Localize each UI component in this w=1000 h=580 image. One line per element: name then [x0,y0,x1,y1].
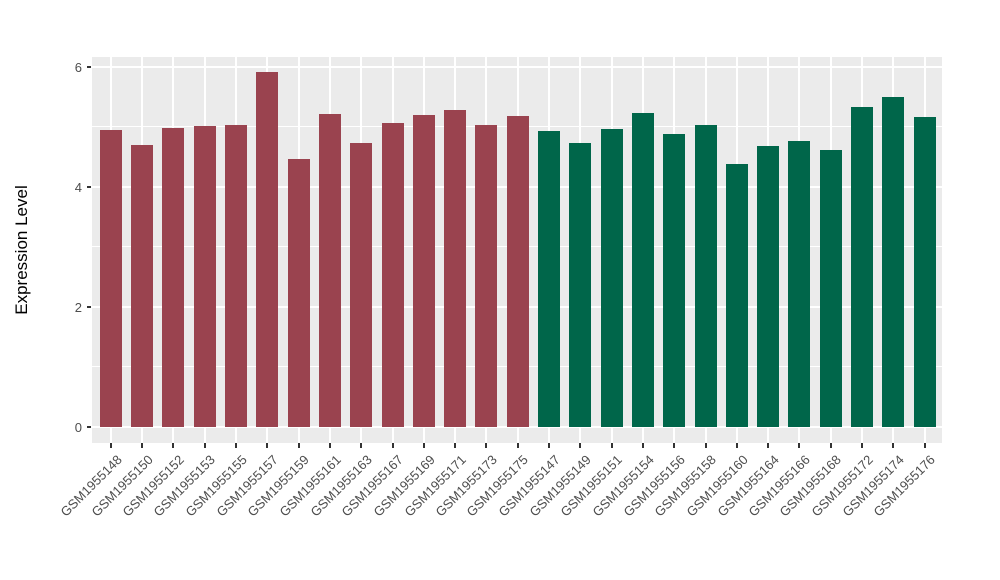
x-tick-mark [704,443,707,448]
x-tick-mark [923,443,926,448]
x-tick-mark [109,443,112,448]
y-tick-mark [87,426,91,428]
bar-GSM1955152 [162,128,185,427]
major-gridline [92,66,942,68]
x-tick-mark [485,443,488,448]
x-tick-mark [516,443,519,448]
bar-GSM1955175 [506,116,529,427]
x-tick-mark [641,443,644,448]
x-tick-mark [422,443,425,448]
bar-GSM1955155 [225,125,247,427]
bar-GSM1955173 [475,125,498,427]
x-tick-mark [328,443,331,448]
y-axis-title: Expression Level [12,185,31,315]
x-tick-mark [892,443,895,448]
x-tick-mark [266,443,269,448]
bar-GSM1955150 [131,145,154,427]
bar-GSM1955151 [600,129,623,427]
y-tick-label: 0 [74,420,82,435]
major-gridline [92,426,942,428]
x-tick-mark [297,443,300,448]
y-tick-label: 2 [74,300,82,315]
bar-GSM1955153 [193,125,216,427]
x-tick-mark [673,443,676,448]
bar-GSM1955158 [694,125,717,427]
bar-GSM1955157 [256,71,279,427]
bar-GSM1955172 [851,107,873,427]
x-tick-mark [454,443,457,448]
bar-GSM1955169 [412,115,435,427]
x-tick-mark [610,443,613,448]
x-tick-mark [203,443,206,448]
bar-GSM1955176 [913,116,936,427]
bar-GSM1955163 [350,143,373,427]
y-tick-label: 4 [74,180,82,195]
x-tick-mark [829,443,832,448]
x-tick-mark [548,443,550,448]
bar-GSM1955154 [631,112,654,427]
y-tick-mark [87,186,91,188]
bar-GSM1955149 [569,142,592,427]
x-tick-mark [767,443,770,448]
x-tick-mark [235,443,237,448]
plot-panel [92,57,942,443]
y-tick-label: 6 [74,60,82,75]
bar-GSM1955160 [725,164,748,427]
bar-GSM1955161 [318,113,341,427]
bar-GSM1955156 [663,133,686,427]
y-tick-mark [87,306,91,308]
x-tick-mark [172,443,175,448]
x-tick-mark [579,443,582,448]
bar-GSM1955148 [99,130,122,427]
bar-GSM1955168 [819,149,842,427]
bar-GSM1955167 [381,123,404,427]
bar-GSM1955164 [757,145,780,427]
x-tick-mark [798,443,801,448]
x-tick-mark [391,443,394,448]
x-tick-mark [141,443,144,448]
bar-GSM1955174 [882,97,905,427]
x-tick-mark [735,443,738,448]
bar-GSM1955166 [788,141,811,427]
bar-GSM1955159 [287,159,310,427]
bar-GSM1955171 [444,109,467,427]
y-tick-mark [87,66,91,68]
x-tick-mark [360,443,363,448]
bar-GSM1955147 [538,131,560,427]
x-tick-mark [861,443,863,448]
